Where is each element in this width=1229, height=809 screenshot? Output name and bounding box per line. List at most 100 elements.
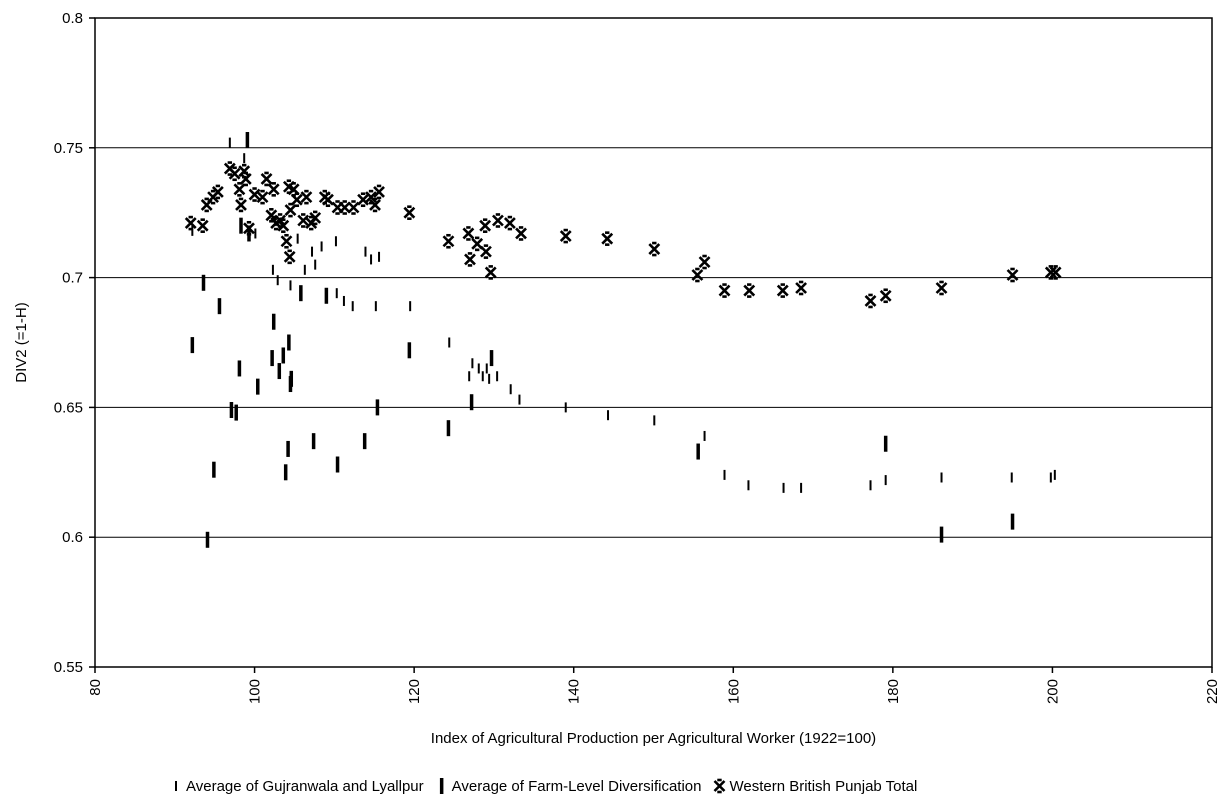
data-point (234, 404, 238, 421)
data-point (469, 394, 474, 411)
data-point (935, 280, 948, 296)
x-tick-label: 220 (1204, 679, 1221, 704)
y-tick-label: 0.55 (54, 659, 83, 676)
data-point (201, 274, 206, 291)
data-point (1049, 472, 1052, 483)
data-point (484, 265, 497, 280)
data-point (515, 226, 527, 241)
y-tick-label: 0.7 (62, 270, 83, 287)
data-point (256, 378, 260, 395)
data-point (864, 293, 877, 309)
legend-item: Western British Punjab Total (713, 778, 917, 795)
x-tick-label: 200 (1044, 679, 1061, 704)
legend-item: Average of Gujranwala and Lyallpur (175, 778, 424, 795)
legend-marker (439, 778, 444, 794)
data-point (271, 313, 276, 330)
x-tick-label: 180 (885, 679, 902, 704)
data-point (254, 228, 257, 239)
data-point (342, 295, 345, 306)
data-point (939, 526, 944, 543)
data-point (184, 215, 197, 231)
data-point (648, 241, 661, 257)
data-point (489, 350, 494, 367)
x-axis-ticks: 80 100 120 140 160 180 200 220 (87, 667, 1221, 704)
data-point (277, 218, 290, 233)
legend-label: Average of Gujranwala and Lyallpur (186, 778, 424, 795)
data-point (320, 241, 323, 252)
y-axis-title: DIV2 (=1-H) (13, 302, 30, 382)
data-point (448, 337, 451, 348)
data-point (747, 480, 750, 491)
data-point (311, 433, 316, 450)
y-tick-label: 0.8 (62, 10, 83, 27)
data-point (245, 132, 250, 149)
data-point (243, 153, 246, 164)
data-point (718, 283, 731, 298)
data-point (297, 213, 310, 228)
data-point (228, 137, 231, 148)
data-point (503, 215, 516, 231)
legend-marker (713, 778, 726, 794)
data-point (1044, 265, 1057, 280)
data-point (446, 420, 451, 437)
data-point (884, 475, 887, 486)
data-point (277, 363, 282, 380)
data-point (283, 464, 288, 481)
data-point (271, 264, 274, 275)
data-point (260, 171, 273, 187)
data-point (205, 531, 210, 548)
data-point (362, 433, 367, 450)
data-point (480, 244, 492, 259)
data-point (347, 200, 360, 215)
data-point (373, 184, 385, 200)
y-tick-label: 0.65 (54, 399, 83, 416)
data-point (265, 207, 278, 223)
data-point (338, 200, 351, 215)
data-point (284, 202, 297, 218)
data-point (290, 192, 303, 208)
data-point (407, 342, 412, 359)
data-point (723, 469, 726, 480)
data-point (299, 285, 303, 302)
data-point (191, 225, 194, 236)
data-point (879, 288, 892, 304)
data-point (1006, 267, 1019, 283)
data-point (357, 192, 369, 208)
legend-label: Average of Farm-Level Diversification (452, 778, 702, 795)
legend: Average of Gujranwala and Lyallpur Averag… (175, 778, 917, 795)
data-point (1049, 265, 1062, 280)
data-point (776, 283, 789, 298)
data-point (370, 254, 373, 265)
x-tick-label: 140 (566, 679, 583, 704)
gridlines (95, 147, 1212, 538)
data-point (303, 264, 306, 275)
data-point (334, 236, 337, 247)
data-point (281, 347, 286, 364)
legend-marker (175, 781, 177, 791)
data-point (283, 249, 296, 265)
data-points (184, 132, 1062, 548)
data-point (464, 252, 476, 267)
data-point (471, 358, 474, 369)
data-point (509, 384, 512, 395)
data-point (239, 171, 252, 187)
series-1 (191, 137, 1056, 493)
data-point (883, 435, 888, 452)
data-point (691, 267, 704, 283)
x-tick-label: 120 (406, 679, 423, 704)
data-point (491, 213, 504, 228)
data-point (212, 461, 216, 478)
data-point (248, 187, 261, 202)
data-point (217, 298, 222, 315)
data-point (190, 337, 195, 354)
data-point (496, 371, 499, 382)
data-point (481, 371, 484, 382)
data-point (462, 226, 475, 241)
data-point (800, 482, 803, 493)
data-point (1010, 472, 1013, 483)
plot-area-border (94, 17, 1213, 668)
data-point (559, 228, 572, 244)
data-point (477, 363, 480, 374)
data-point (235, 197, 247, 213)
